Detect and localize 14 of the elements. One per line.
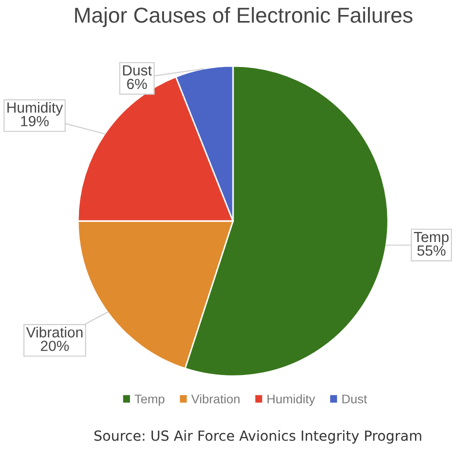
legend-label: Dust <box>342 394 368 404</box>
chart-title: Major Causes of Electronic Failures <box>75 7 412 28</box>
slice-label: Dust <box>123 65 152 76</box>
data-label: 20% <box>40 340 69 352</box>
legend-label: Vibration <box>191 394 240 404</box>
legend-label: Humidity <box>268 394 316 406</box>
slice-label: Vibration <box>26 326 82 338</box>
slice-label: Humidity <box>7 102 63 116</box>
data-label: 55% <box>417 245 446 256</box>
slice-label: Temp <box>414 232 449 246</box>
source-note: Source: US Air Force Avionics Integrity Program <box>94 430 422 444</box>
data-label: 6% <box>127 78 147 90</box>
data-label: 19% <box>21 116 49 126</box>
legend-label: Temp <box>134 394 164 406</box>
